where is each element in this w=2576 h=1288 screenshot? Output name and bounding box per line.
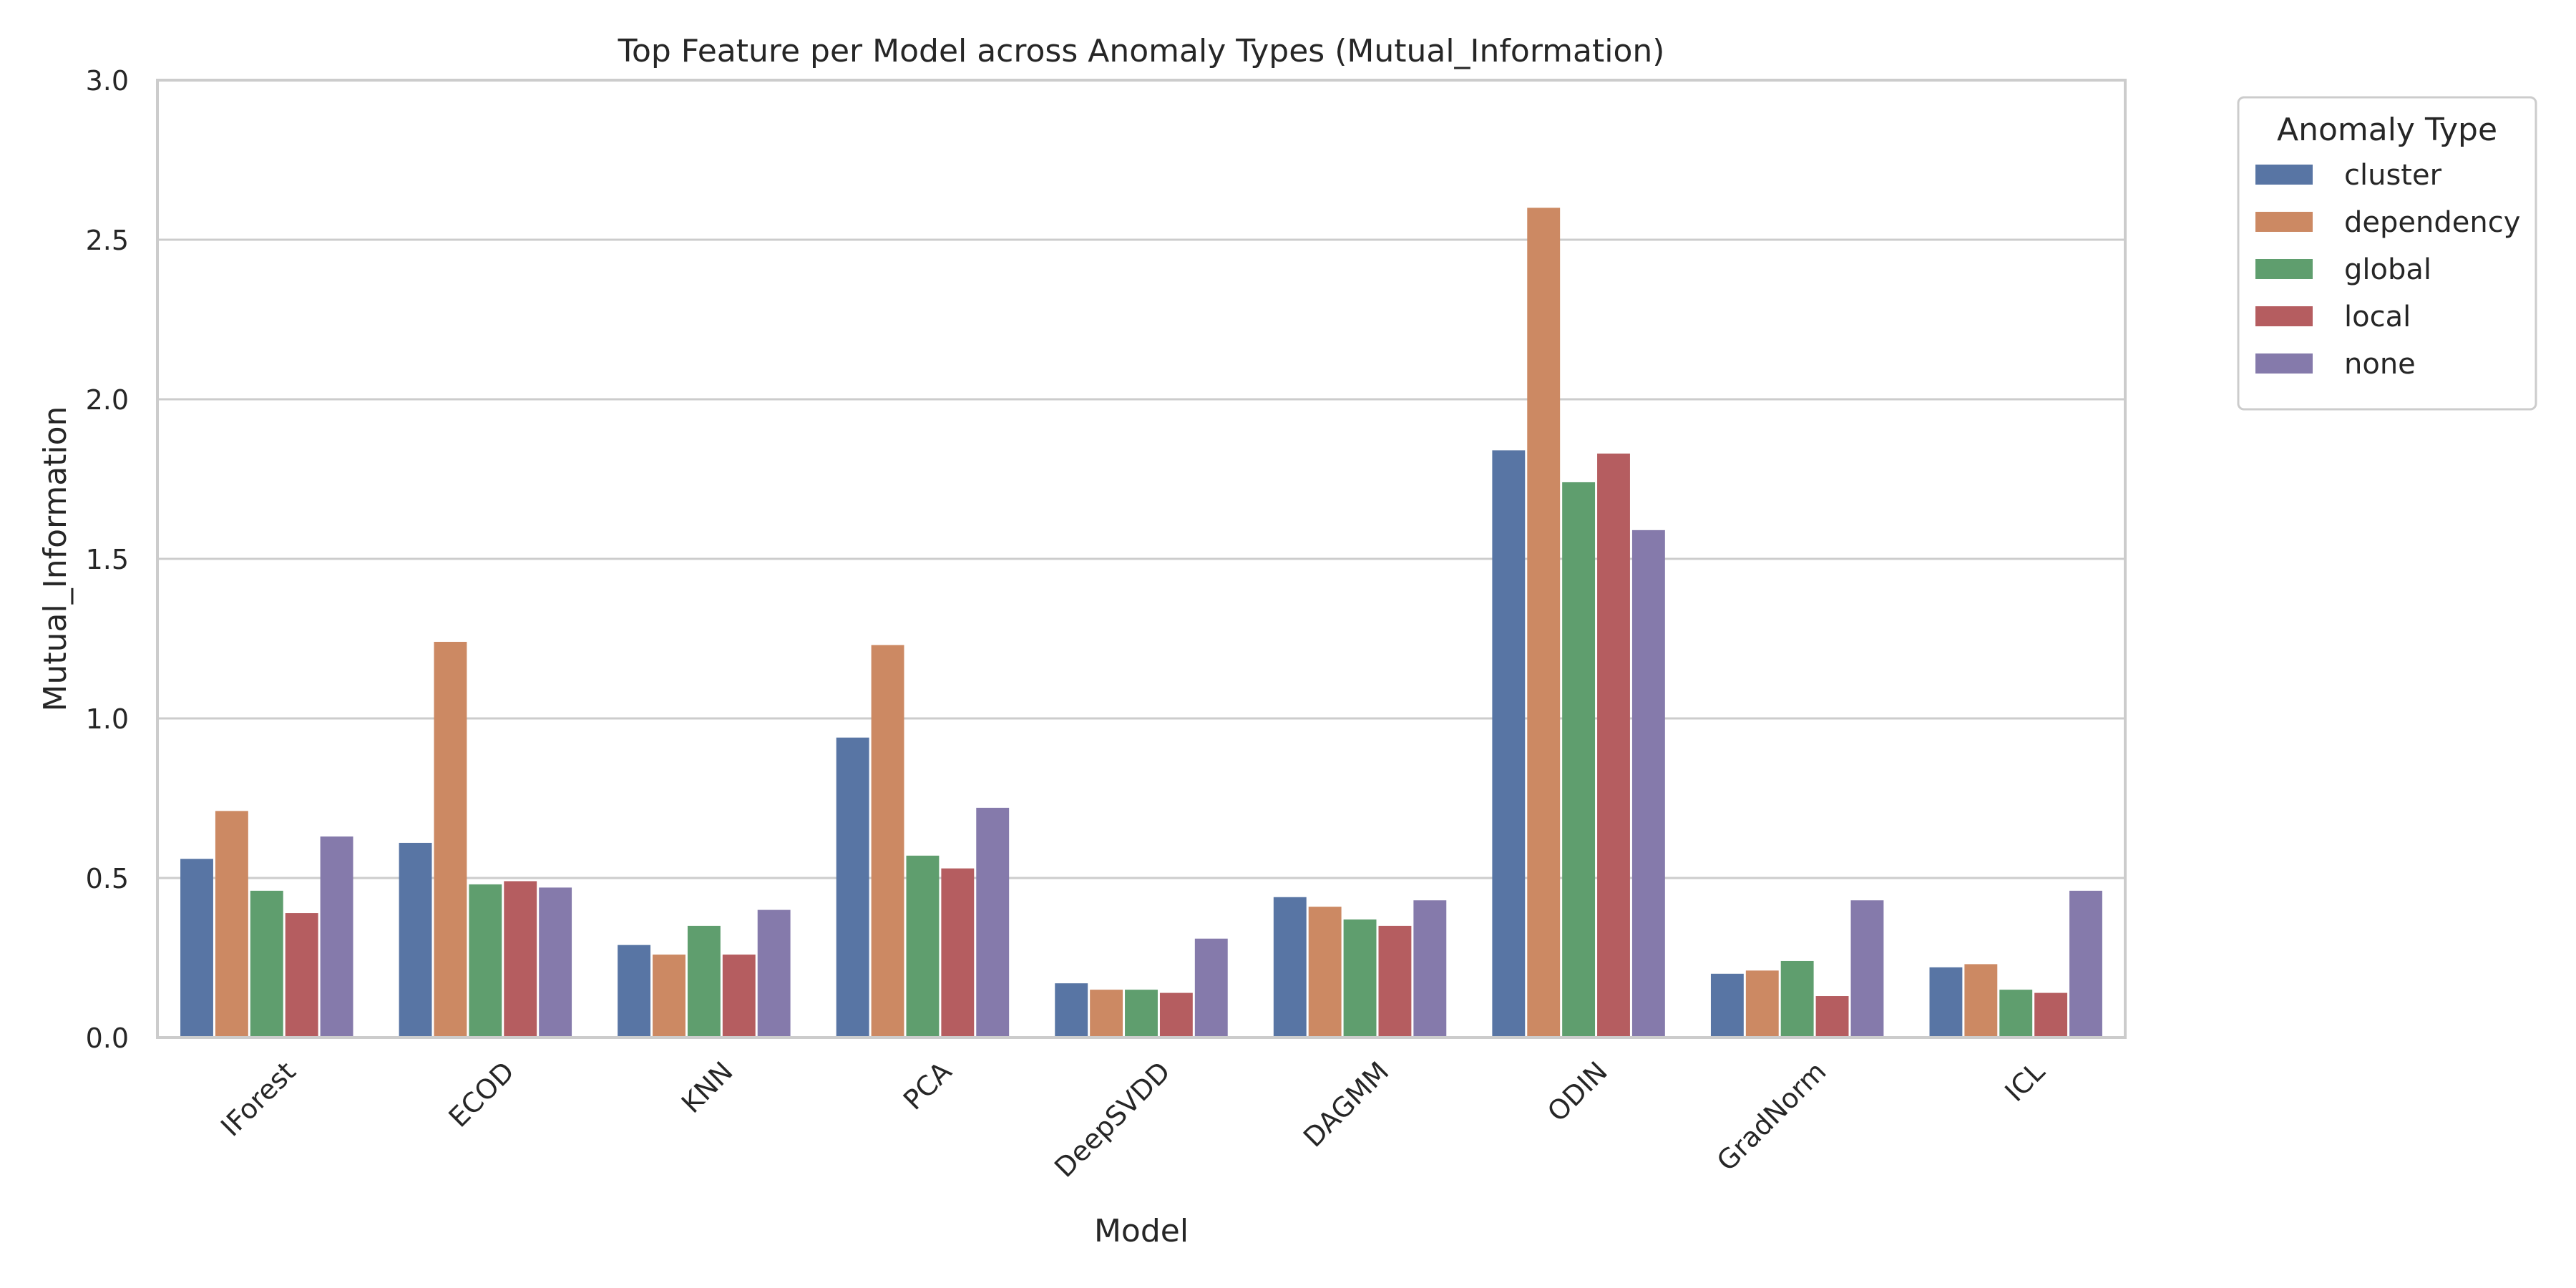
bar-cluster-GradNorm bbox=[1710, 973, 1744, 1038]
bar-none-KNN bbox=[757, 909, 791, 1038]
x-tick-label: ECOD bbox=[443, 1055, 521, 1133]
y-tick-label: 1.0 bbox=[86, 703, 129, 735]
x-axis-label: Model bbox=[1094, 1213, 1189, 1249]
bar-none-DAGMM bbox=[1413, 900, 1447, 1038]
legend-label-dependency: dependency bbox=[2344, 206, 2520, 239]
bar-dependency-DeepSVDD bbox=[1090, 990, 1123, 1038]
bar-local-IForest bbox=[285, 913, 318, 1038]
legend-swatch-cluster bbox=[2255, 165, 2313, 185]
bar-dependency-KNN bbox=[653, 955, 686, 1038]
x-tick-label: ICL bbox=[1999, 1055, 2051, 1108]
bar-dependency-IForest bbox=[215, 811, 248, 1038]
bar-global-DeepSVDD bbox=[1125, 990, 1158, 1038]
bar-dependency-PCA bbox=[871, 645, 904, 1038]
bar-cluster-DAGMM bbox=[1273, 897, 1307, 1038]
bar-local-ECOD bbox=[504, 881, 537, 1038]
bar-none-ICL bbox=[2069, 890, 2102, 1038]
bar-dependency-ICL bbox=[1964, 964, 1998, 1038]
bar-local-GradNorm bbox=[1815, 996, 1849, 1038]
bar-global-GradNorm bbox=[1780, 960, 1814, 1038]
y-tick-labels: 0.0 0.5 1.0 1.5 2.0 2.5 3.0 bbox=[86, 65, 129, 1054]
y-tick-label: 0.5 bbox=[86, 863, 129, 894]
legend-swatch-local bbox=[2255, 306, 2313, 326]
legend-swatch-none bbox=[2255, 353, 2313, 374]
bar-none-IForest bbox=[320, 836, 353, 1038]
x-tick-label: IForest bbox=[215, 1055, 302, 1143]
legend-label-global: global bbox=[2344, 253, 2431, 286]
y-axis-label: Mutual_Information bbox=[37, 406, 74, 712]
bar-cluster-KNN bbox=[618, 945, 651, 1038]
x-tick-label: DAGMM bbox=[1297, 1055, 1395, 1153]
grid-lines bbox=[157, 238, 2125, 879]
legend-label-cluster: cluster bbox=[2344, 159, 2442, 192]
bar-global-ICL bbox=[1999, 990, 2033, 1038]
bar-none-ODIN bbox=[1631, 530, 1665, 1038]
bar-none-PCA bbox=[976, 807, 1010, 1038]
x-tick-labels: IForest ECOD KNN PCA DeepSVDD DAGMM ODIN GradNo… bbox=[215, 1055, 2051, 1184]
bar-local-PCA bbox=[941, 868, 975, 1038]
bar-global-IForest bbox=[250, 890, 283, 1038]
bar-cluster-DeepSVDD bbox=[1055, 983, 1088, 1038]
legend-label-none: none bbox=[2344, 348, 2416, 381]
bar-global-ODIN bbox=[1562, 482, 1596, 1038]
bar-local-DeepSVDD bbox=[1159, 992, 1193, 1038]
x-tick-label: GradNorm bbox=[1711, 1055, 1833, 1177]
bar-dependency-ODIN bbox=[1527, 208, 1561, 1038]
y-tick-label: 2.0 bbox=[86, 384, 129, 416]
legend-title: Anomaly Type bbox=[2277, 112, 2497, 148]
legend-label-local: local bbox=[2344, 301, 2411, 333]
x-tick-label: PCA bbox=[897, 1055, 957, 1116]
y-tick-label: 2.5 bbox=[86, 225, 129, 256]
bar-none-GradNorm bbox=[1850, 900, 1884, 1038]
bar-local-ODIN bbox=[1597, 453, 1630, 1038]
y-tick-label: 0.0 bbox=[86, 1023, 129, 1054]
bar-cluster-PCA bbox=[836, 737, 869, 1038]
bar-none-DeepSVDD bbox=[1194, 938, 1228, 1038]
x-tick-label: DeepSVDD bbox=[1048, 1055, 1176, 1184]
y-tick-label: 1.5 bbox=[86, 544, 129, 575]
chart-title: Top Feature per Model across Anomaly Typ… bbox=[618, 33, 1665, 69]
x-tick-label: KNN bbox=[675, 1055, 739, 1119]
bar-global-ECOD bbox=[469, 884, 502, 1038]
bar-dependency-DAGMM bbox=[1308, 907, 1342, 1038]
plot-frame bbox=[156, 79, 2127, 1039]
x-tick-label: ODIN bbox=[1541, 1055, 1614, 1128]
bar-local-DAGMM bbox=[1378, 925, 1412, 1038]
bar-cluster-ODIN bbox=[1492, 450, 1526, 1038]
bar-global-DAGMM bbox=[1343, 919, 1377, 1038]
bar-dependency-ECOD bbox=[434, 641, 467, 1038]
legend-swatch-dependency bbox=[2255, 212, 2313, 232]
y-tick-label: 3.0 bbox=[86, 65, 129, 97]
bar-dependency-GradNorm bbox=[1745, 970, 1779, 1038]
bar-global-KNN bbox=[687, 925, 721, 1038]
legend-swatch-global bbox=[2255, 259, 2313, 279]
bar-cluster-IForest bbox=[180, 859, 213, 1038]
legend: Anomaly Type cluster dependency global loca… bbox=[2237, 96, 2537, 411]
bar-cluster-ECOD bbox=[399, 842, 432, 1038]
bar-none-ECOD bbox=[539, 887, 572, 1038]
bar-local-KNN bbox=[722, 955, 756, 1038]
bar-local-ICL bbox=[2034, 992, 2068, 1038]
legend-items: cluster dependency global local none bbox=[2255, 159, 2520, 381]
bar-global-PCA bbox=[906, 855, 940, 1038]
bars bbox=[180, 208, 2102, 1038]
bar-cluster-ICL bbox=[1929, 967, 1963, 1038]
